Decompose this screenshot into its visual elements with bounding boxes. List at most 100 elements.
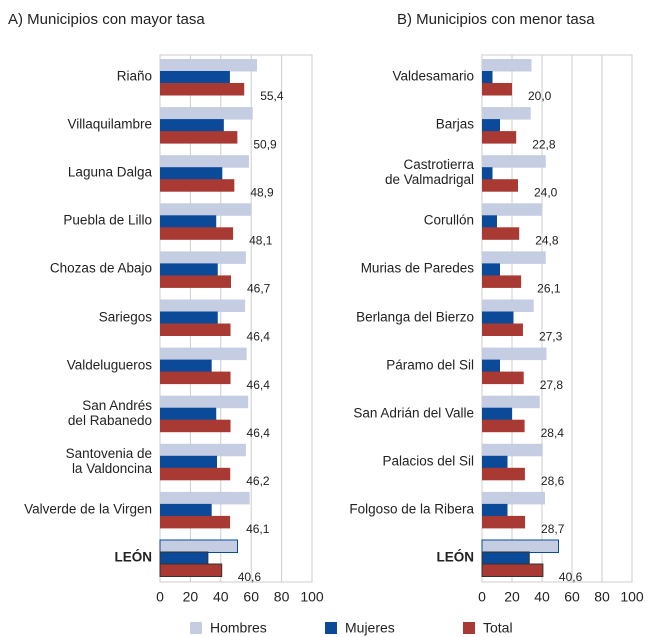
chart-title: B) Municipios con menor tasa bbox=[397, 11, 595, 28]
bar bbox=[481, 551, 530, 565]
bar bbox=[160, 179, 235, 192]
bar bbox=[482, 131, 517, 144]
bar bbox=[160, 491, 250, 505]
y-tick-label: Riaño bbox=[116, 68, 152, 84]
bar bbox=[481, 539, 559, 553]
legend-swatch bbox=[463, 622, 475, 634]
value-label: 40,6 bbox=[238, 570, 262, 584]
y-tick-label: Villaquilambre bbox=[67, 116, 152, 132]
bar bbox=[482, 491, 545, 505]
bar bbox=[160, 119, 224, 132]
y-tick-label: Berlanga del Bierzo bbox=[356, 309, 474, 324]
value-label: 50,9 bbox=[253, 137, 277, 151]
x-tick-label: 60 bbox=[564, 589, 580, 605]
value-label: 22,8 bbox=[532, 137, 556, 151]
bar bbox=[482, 215, 497, 228]
y-tick-label: Chozas de Abajo bbox=[49, 260, 152, 276]
x-tick-label: 20 bbox=[504, 589, 520, 605]
bar bbox=[159, 539, 239, 553]
bar bbox=[160, 395, 249, 409]
bar bbox=[160, 443, 246, 457]
value-label: 55,4 bbox=[260, 89, 284, 103]
bar bbox=[482, 359, 500, 373]
x-tick-label: 80 bbox=[274, 589, 290, 605]
bar bbox=[482, 83, 512, 96]
bar bbox=[160, 467, 231, 481]
bar bbox=[482, 419, 525, 433]
bar bbox=[160, 311, 218, 324]
y-tick-label: San Adrián del Valle bbox=[353, 405, 474, 421]
y-tick-label: Barjas bbox=[435, 116, 474, 132]
x-tick-label: 0 bbox=[156, 589, 164, 605]
bar bbox=[160, 203, 252, 216]
legend-swatch bbox=[190, 622, 202, 634]
value-label: 46,4 bbox=[247, 426, 271, 440]
bar bbox=[482, 323, 523, 336]
y-tick-label: Castrotierra de Valmadrigal bbox=[384, 157, 474, 188]
bar bbox=[482, 275, 522, 288]
value-label: 48,1 bbox=[249, 233, 273, 247]
y-tick-label: Valverde de la Virgen bbox=[24, 501, 152, 517]
value-label: 28,6 bbox=[541, 474, 565, 488]
x-tick-label: 20 bbox=[183, 589, 199, 605]
bar bbox=[160, 131, 238, 144]
legend-label: Total bbox=[483, 620, 513, 636]
x-tick-label: 40 bbox=[534, 589, 550, 605]
bar bbox=[482, 59, 532, 72]
bar bbox=[160, 347, 247, 361]
chart-title: A) Municipios con mayor tasa bbox=[8, 11, 205, 28]
y-tick-label: LEÓN bbox=[436, 549, 474, 565]
bar bbox=[482, 515, 526, 529]
y-tick-label: Corullón bbox=[423, 212, 474, 228]
bar bbox=[482, 371, 524, 385]
y-tick-label: Sariegos bbox=[98, 309, 152, 324]
value-label: 46,4 bbox=[247, 378, 271, 392]
value-label: 26,1 bbox=[537, 282, 561, 296]
y-tick-label: Laguna Dalga bbox=[67, 164, 152, 180]
value-label: 24,0 bbox=[534, 185, 558, 199]
value-label: 24,8 bbox=[535, 233, 559, 247]
y-tick-label: Murias de Paredes bbox=[360, 260, 474, 276]
bar bbox=[482, 167, 493, 180]
x-tick-label: 80 bbox=[594, 589, 610, 605]
bar bbox=[160, 455, 217, 469]
x-tick-label: 60 bbox=[243, 589, 259, 605]
legend-swatch bbox=[325, 622, 337, 634]
legend-label: Hombres bbox=[210, 620, 267, 636]
bar bbox=[160, 419, 231, 433]
x-tick-label: 100 bbox=[620, 589, 644, 605]
y-tick-label: LEÓN bbox=[114, 549, 152, 565]
x-tick-label: 100 bbox=[300, 589, 324, 605]
bar bbox=[482, 227, 520, 240]
bar bbox=[482, 107, 531, 120]
bar bbox=[160, 407, 217, 421]
y-tick-label: Palacios del Sil bbox=[382, 453, 474, 469]
bar bbox=[482, 467, 525, 481]
bar bbox=[482, 263, 500, 276]
bar bbox=[482, 119, 500, 132]
value-label: 40,6 bbox=[559, 570, 583, 584]
bar bbox=[160, 359, 212, 373]
bar bbox=[160, 59, 257, 72]
value-label: 27,8 bbox=[540, 378, 564, 392]
x-tick-label: 0 bbox=[478, 589, 486, 605]
y-tick-label: Valdesamario bbox=[392, 68, 474, 84]
value-label: 46,7 bbox=[247, 282, 271, 296]
bar bbox=[482, 503, 508, 517]
bar bbox=[160, 167, 223, 180]
bar bbox=[160, 371, 231, 385]
bar bbox=[160, 155, 249, 168]
value-label: 48,9 bbox=[250, 185, 274, 199]
y-tick-label: Puebla de Lillo bbox=[63, 212, 152, 228]
bar bbox=[482, 203, 542, 216]
bar bbox=[482, 407, 512, 421]
bar bbox=[160, 515, 231, 529]
bar bbox=[160, 107, 253, 120]
bar bbox=[482, 347, 547, 361]
bar bbox=[160, 251, 246, 264]
bar bbox=[159, 551, 209, 565]
bar bbox=[482, 155, 546, 168]
bar bbox=[482, 179, 518, 192]
